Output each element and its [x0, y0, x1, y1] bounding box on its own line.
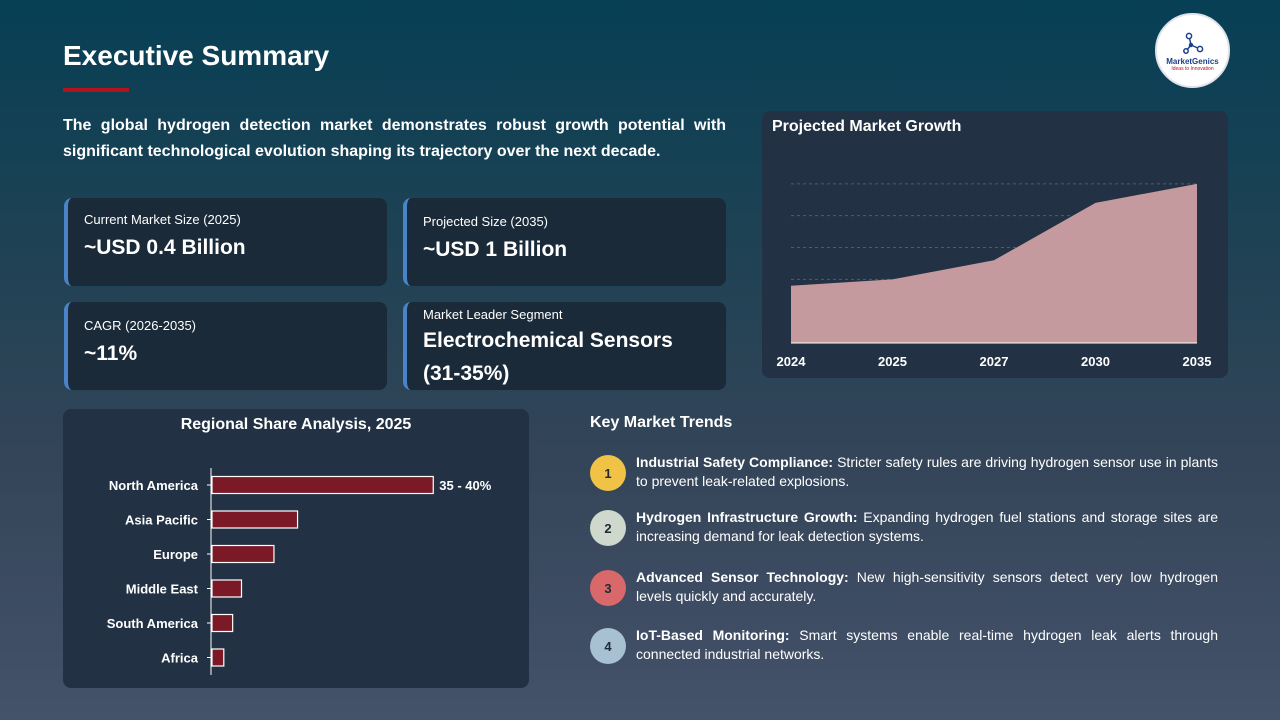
trend-heading: Industrial Safety Compliance:	[636, 454, 834, 470]
regional-share-panel: Regional Share Analysis, 2025 North Amer…	[63, 409, 529, 688]
bar-asia-pacific	[211, 510, 299, 529]
trend-item: 3 Advanced Sensor Technology: New high-s…	[590, 568, 1218, 606]
trend-item: 1 Industrial Safety Compliance: Stricter…	[590, 453, 1218, 491]
trend-description: Smart systems enable real-time hydrogen …	[636, 627, 1218, 662]
stat-value: ~USD 0.4 Billion	[84, 236, 246, 259]
stat-card-current-size: Current Market Size (2025) ~USD 0.4 Bill…	[64, 198, 387, 286]
stat-card-cagr: CAGR (2026-2035) ~11%	[64, 302, 387, 390]
category-label: Middle East	[126, 582, 199, 597]
x-tick-label: 2024	[777, 354, 807, 369]
marketgenics-logo: MarketGenics Ideas to Innovation	[1155, 13, 1230, 88]
category-label: North America	[109, 478, 199, 493]
trend-text: IoT-Based Monitoring: Smart systems enab…	[636, 626, 1218, 664]
stat-value: ~USD 1 Billion	[423, 238, 568, 261]
trend-description: Stricter safety rules are driving hydrog…	[636, 454, 1218, 489]
trend-heading: IoT-Based Monitoring:	[636, 627, 790, 643]
category-label: Africa	[161, 651, 199, 666]
data-label: 35 - 40%	[439, 478, 491, 493]
regional-bar-chart: North America 35 - 40% Asia Pacific Europe M…	[107, 468, 492, 675]
trend-description: Expanding hydrogen fuel stations and sto…	[636, 509, 1219, 544]
category-label: Asia Pacific	[125, 513, 198, 528]
growth-area-chart: 2024 2025 2027 2030 2035	[777, 183, 1212, 369]
growth-chart-title: Projected Market Growth	[772, 118, 962, 135]
growth-chart-panel: Projected Market Growth 2024 2025 2027 2030…	[762, 111, 1228, 378]
page-title: Executive Summary	[63, 40, 330, 71]
trend-item: 4 IoT-Based Monitoring: Smart systems en…	[590, 626, 1218, 664]
stat-label: Current Market Size (2025)	[84, 212, 241, 227]
bar-europe	[211, 544, 275, 564]
intro-text: The global hydrogen detection market dem…	[63, 117, 726, 160]
x-tick-label: 2030	[1081, 354, 1110, 369]
trend-number-badge: 3	[590, 570, 626, 606]
stat-card-projected-size: Projected Size (2035) ~USD 1 Billion	[403, 198, 726, 286]
network-icon	[1182, 32, 1203, 54]
regional-chart-title: Regional Share Analysis, 2025	[180, 416, 412, 433]
trend-description: New high-sensitivity sensors detect very…	[636, 569, 1218, 604]
bar-south-america	[211, 613, 234, 633]
stat-value: Electrochemical Sensors (31-35%)	[423, 329, 673, 385]
growth-area-series	[791, 183, 1197, 343]
trend-number-badge: 2	[590, 510, 626, 546]
x-tick-label: 2025	[878, 354, 907, 369]
stat-label: CAGR (2026-2035)	[84, 318, 196, 333]
trend-number-badge: 1	[590, 455, 626, 491]
logo-name: MarketGenics	[1166, 57, 1219, 66]
x-tick-label: 2035	[1183, 354, 1212, 369]
trend-item: 2 Hydrogen Infrastructure Growth: Expand…	[590, 508, 1218, 546]
trend-text: Advanced Sensor Technology: New high-sen…	[636, 568, 1218, 606]
stat-card-leader-segment: Market Leader Segment Electrochemical Se…	[403, 302, 726, 390]
bar-north-america	[211, 475, 434, 495]
bar-middle-east	[211, 579, 243, 598]
category-label: South America	[107, 616, 199, 631]
title-underline	[63, 88, 129, 92]
stat-value: ~11%	[84, 342, 138, 365]
x-tick-label: 2027	[980, 354, 1009, 369]
trend-number-badge: 4	[590, 628, 626, 664]
trend-heading: Advanced Sensor Technology:	[636, 569, 849, 585]
stat-label: Market Leader Segment	[423, 307, 563, 322]
trends-title: Key Market Trends	[590, 414, 733, 431]
stat-label: Projected Size (2035)	[423, 214, 549, 229]
bar-africa	[211, 648, 225, 667]
trend-heading: Hydrogen Infrastructure Growth:	[636, 509, 858, 525]
trend-text: Industrial Safety Compliance: Stricter s…	[636, 453, 1218, 491]
logo-tagline: Ideas to Innovation	[1171, 66, 1214, 72]
category-label: Europe	[153, 547, 198, 562]
trend-text: Hydrogen Infrastructure Growth: Expandin…	[636, 508, 1218, 546]
